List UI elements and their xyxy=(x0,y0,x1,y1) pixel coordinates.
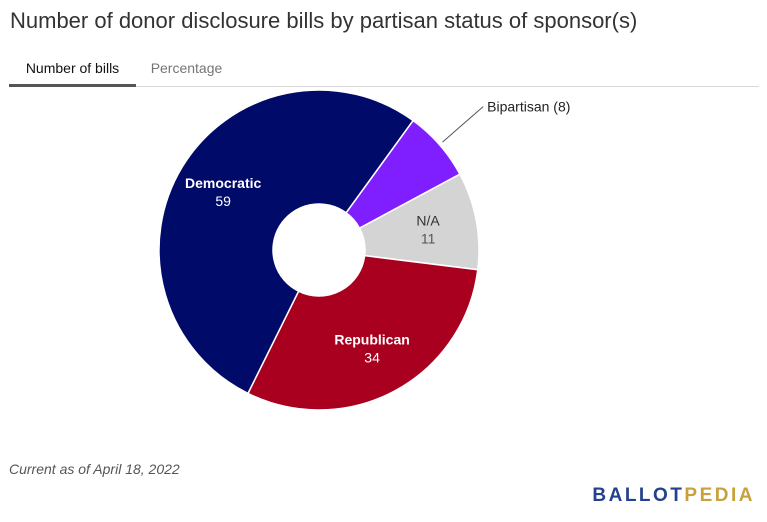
chart-title: Number of donor disclosure bills by part… xyxy=(10,8,638,33)
label-value-republican: 34 xyxy=(364,350,380,366)
current-as-of-note: Current as of April 18, 2022 xyxy=(9,461,180,477)
label-name-democratic: Democratic xyxy=(185,175,261,191)
label-leader-bipartisan xyxy=(442,106,484,143)
ballotpedia-logo: BALLOTPEDIA xyxy=(592,485,755,507)
logo-pedia-text: PEDIA xyxy=(684,485,755,506)
slice-republican[interactable] xyxy=(246,254,479,411)
label-value-democratic: 59 xyxy=(215,193,231,209)
label-name-republican: Republican xyxy=(334,332,409,348)
slice-democratic[interactable] xyxy=(158,89,415,395)
tab-bar: Number of bills Percentage xyxy=(9,56,759,87)
tab-percentage[interactable]: Percentage xyxy=(150,60,223,76)
label-value-n-a: 11 xyxy=(421,231,436,247)
logo-ballot-text: BALLOT xyxy=(592,485,685,506)
label-name-n-a: N/A xyxy=(416,213,440,229)
donut-chart: Bipartisan (8) N/A 11 Republican 34 Democrati… xyxy=(158,89,570,411)
tab-number-of-bills[interactable]: Number of bills xyxy=(9,56,136,87)
label-bipartisan: Bipartisan (8) xyxy=(487,99,570,115)
